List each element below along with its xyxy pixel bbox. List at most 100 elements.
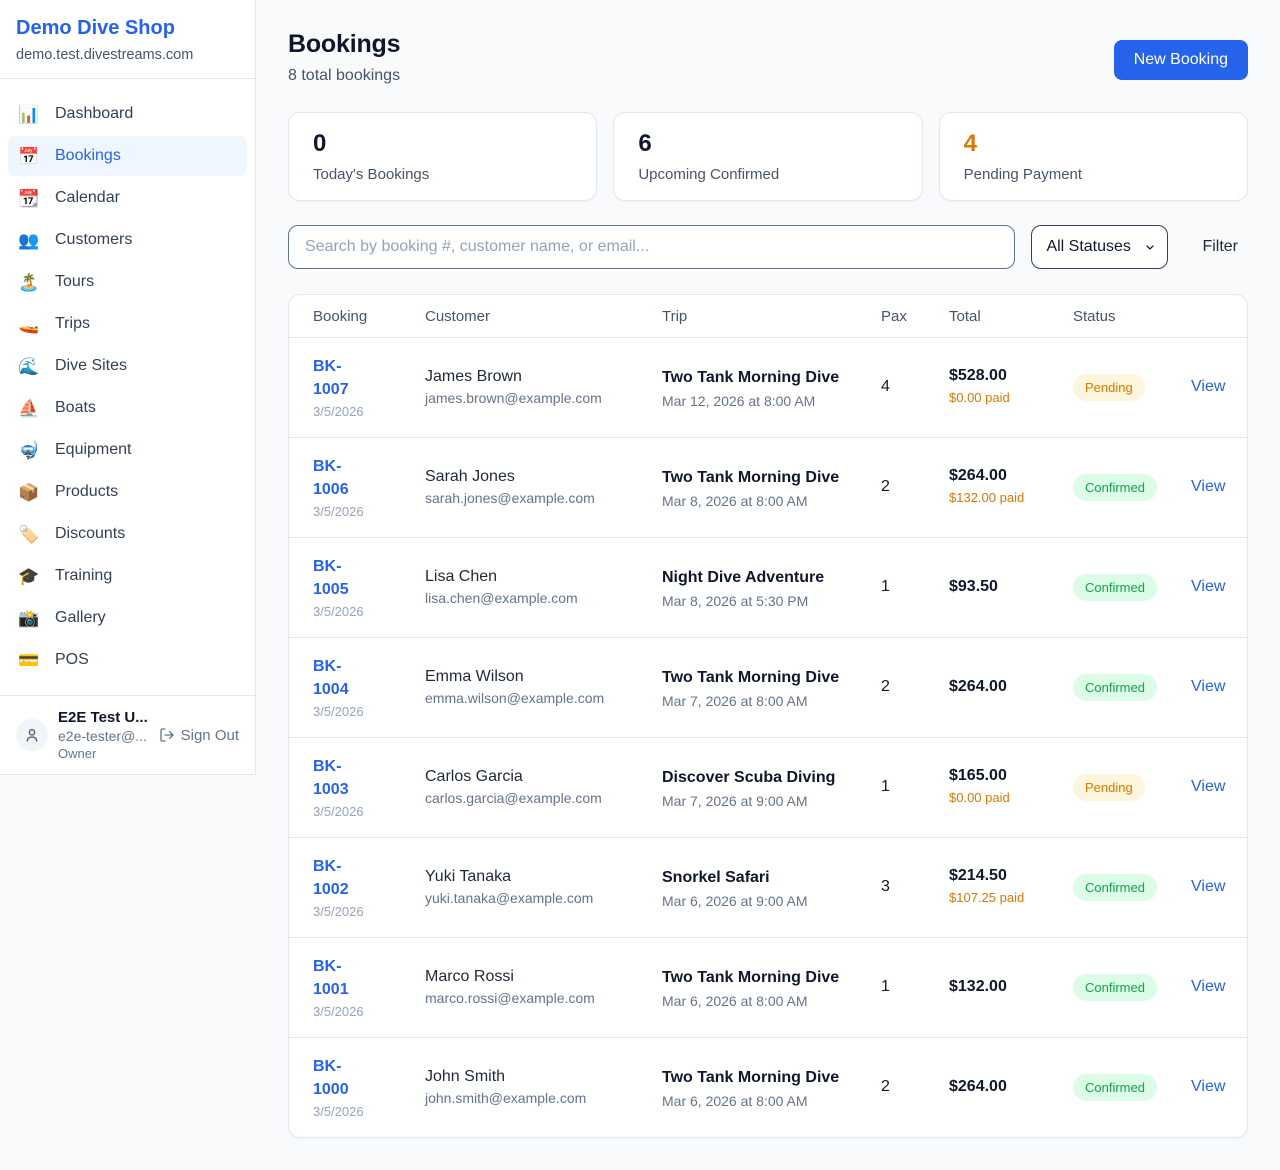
actions-cell: View: [1191, 1078, 1226, 1096]
pax-cell: 2: [881, 478, 949, 496]
booking-date: 3/5/2026: [313, 1004, 364, 1020]
total-amount: $264.00: [949, 466, 1007, 484]
booking-id-link[interactable]: BK-1004: [313, 657, 349, 699]
booking-id-link[interactable]: BK-1002: [313, 857, 349, 899]
pax-cell: 1: [881, 778, 949, 796]
pax-value: 2: [881, 1078, 890, 1096]
view-link[interactable]: View: [1191, 978, 1226, 996]
sidebar-item-bookings[interactable]: 📅 Bookings: [8, 136, 247, 176]
status-badge: Confirmed: [1073, 573, 1157, 601]
customer-name: Carlos Garcia: [425, 768, 523, 786]
customer-email: lisa.chen@example.com: [425, 590, 578, 607]
pax-value: 1: [881, 778, 890, 796]
bookings-icon: 📅: [18, 146, 40, 166]
booking-cell: BK-1005 3/5/2026: [313, 555, 425, 619]
sidebar-item-pos[interactable]: 💳 POS: [8, 640, 247, 680]
total-amount: $264.00: [949, 1078, 1007, 1096]
trip-name: Discover Scuba Diving: [662, 768, 836, 786]
status-badge: Pending: [1073, 373, 1145, 401]
paid-amount: $132.00 paid: [949, 489, 1025, 505]
actions-cell: View: [1191, 778, 1226, 796]
customer-name: Emma Wilson: [425, 668, 524, 686]
table-row: BK-1006 3/5/2026 Sarah Jones sarah.jones…: [289, 436, 1247, 537]
customer-cell: Sarah Jones sarah.jones@example.com: [425, 468, 662, 506]
booking-id-link[interactable]: BK-1007: [313, 357, 349, 399]
products-icon: 📦: [18, 482, 40, 502]
booking-id-link[interactable]: BK-1006: [313, 457, 349, 499]
search-input[interactable]: [288, 224, 1016, 269]
view-link[interactable]: View: [1191, 678, 1226, 696]
new-booking-button[interactable]: New Booking: [1113, 40, 1248, 80]
trip-datetime: Mar 12, 2026 at 8:00 AM: [662, 392, 816, 409]
page-subtitle: 8 total bookings: [288, 67, 401, 84]
table-row: BK-1007 3/5/2026 James Brown james.brown…: [289, 336, 1247, 437]
sidebar-item-discounts[interactable]: 🏷️ Discounts: [8, 514, 247, 554]
trip-cell: Snorkel Safari Mar 6, 2026 at 9:00 AM: [662, 866, 881, 909]
filter-button[interactable]: Filter: [1192, 230, 1248, 264]
actions-cell: View: [1191, 378, 1226, 396]
booking-date: 3/5/2026: [313, 804, 364, 820]
sidebar-item-customers[interactable]: 👥 Customers: [8, 220, 247, 260]
stat-value: 0: [313, 130, 327, 157]
sidebar-item-label: Boats: [55, 399, 96, 416]
equipment-icon: 🤿: [18, 440, 40, 460]
status-cell: Pending: [1073, 373, 1191, 401]
status-badge: Confirmed: [1073, 673, 1157, 701]
total-cell: $264.00 $132.00 paid: [949, 467, 1073, 508]
status-cell: Confirmed: [1073, 473, 1191, 501]
trip-name: Two Tank Morning Dive: [662, 468, 840, 486]
column-header-total: Total: [949, 307, 981, 325]
status-filter-select[interactable]: All Statuses: [1031, 224, 1169, 269]
customer-email: marco.rossi@example.com: [425, 990, 595, 1007]
sidebar-item-boats[interactable]: ⛵ Boats: [8, 388, 247, 428]
sidebar-item-dashboard[interactable]: 📊 Dashboard: [8, 94, 247, 134]
customers-icon: 👥: [18, 230, 40, 250]
stat-value: 4: [963, 130, 978, 157]
actions-cell: View: [1191, 878, 1226, 896]
user-info: E2E Test U... e2e-tester@... Owner: [58, 709, 149, 761]
status-badge: Pending: [1073, 773, 1145, 801]
trip-datetime: Mar 6, 2026 at 8:00 AM: [662, 1092, 808, 1109]
total-cell: $93.50: [949, 578, 1073, 596]
sidebar-item-products[interactable]: 📦 Products: [8, 472, 247, 512]
status-cell: Confirmed: [1073, 573, 1191, 601]
booking-id-link[interactable]: BK-1001: [313, 957, 349, 999]
total-cell: $165.00 $0.00 paid: [949, 767, 1073, 808]
view-link[interactable]: View: [1191, 578, 1226, 596]
customer-email: james.brown@example.com: [425, 390, 602, 407]
training-icon: 🎓: [18, 566, 40, 586]
view-link[interactable]: View: [1191, 778, 1226, 796]
actions-cell: View: [1191, 978, 1226, 996]
sidebar-item-tours[interactable]: 🏝️ Tours: [8, 262, 247, 302]
page-title: Bookings: [288, 30, 401, 58]
paid-amount: $0.00 paid: [949, 789, 1010, 805]
filter-bar: All Statuses Filter: [288, 224, 1248, 269]
column-header-trip: Trip: [662, 307, 688, 325]
trip-name: Two Tank Morning Dive: [662, 368, 840, 386]
table-row: BK-1002 3/5/2026 Yuki Tanaka yuki.tanaka…: [289, 836, 1247, 937]
view-link[interactable]: View: [1191, 1078, 1226, 1096]
sidebar-item-equipment[interactable]: 🤿 Equipment: [8, 430, 247, 470]
sidebar-item-calendar[interactable]: 📆 Calendar: [8, 178, 247, 218]
sidebar-item-label: Training: [55, 567, 113, 584]
view-link[interactable]: View: [1191, 878, 1226, 896]
customer-cell: Lisa Chen lisa.chen@example.com: [425, 568, 662, 606]
sidebar-item-gallery[interactable]: 📸 Gallery: [8, 598, 247, 638]
customer-email: emma.wilson@example.com: [425, 690, 605, 707]
booking-id-link[interactable]: BK-1005: [313, 557, 349, 599]
sidebar-item-dive-sites[interactable]: 🌊 Dive Sites: [8, 346, 247, 386]
person-icon: [26, 729, 38, 742]
booking-id-link[interactable]: BK-1003: [313, 757, 349, 799]
sidebar-item-training[interactable]: 🎓 Training: [8, 556, 247, 596]
sign-out-button[interactable]: Sign Out: [159, 727, 239, 744]
booking-id-link[interactable]: BK-1000: [313, 1057, 349, 1099]
status-cell: Confirmed: [1073, 1073, 1191, 1101]
booking-date: 3/5/2026: [313, 604, 364, 620]
shop-domain: demo.test.divestreams.com: [16, 47, 194, 63]
view-link[interactable]: View: [1191, 478, 1226, 496]
sidebar-item-label: Equipment: [55, 441, 132, 458]
view-link[interactable]: View: [1191, 378, 1226, 396]
total-amount: $93.50: [949, 578, 998, 596]
sidebar-item-trips[interactable]: 🚤 Trips: [8, 304, 247, 344]
customer-email: carlos.garcia@example.com: [425, 790, 602, 807]
